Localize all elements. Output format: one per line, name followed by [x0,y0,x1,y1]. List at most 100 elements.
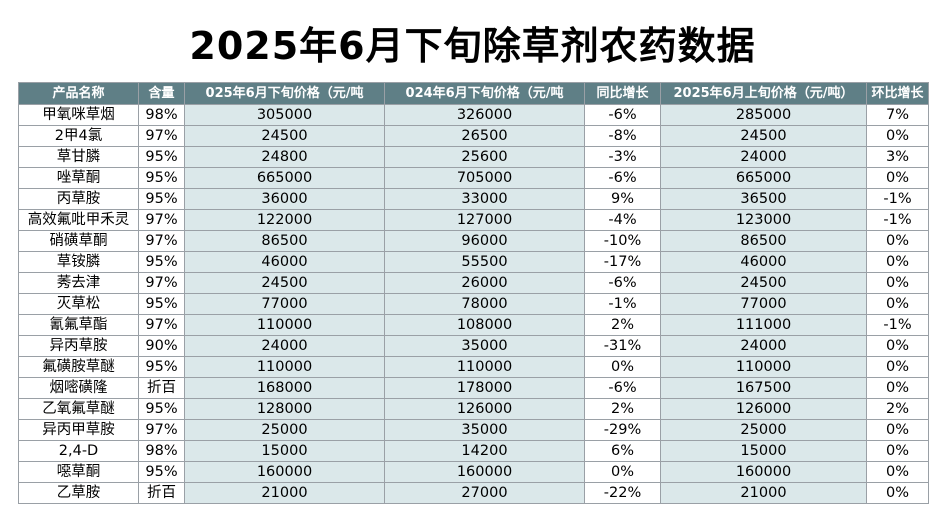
product-name-cell: 灭草松 [18,293,139,315]
price-2025-early-cell: 24000 [660,146,867,168]
header-yoy-growth: 同比增长 [584,82,661,105]
price-2025-early-cell: 167500 [660,377,867,399]
price-2025-late-cell: 25000 [184,419,385,441]
mom-cell: -1% [866,314,929,336]
mom-cell: 0% [866,440,929,462]
table-row: 异丙草胺 90% 24000 35000 -31% 24000 0% [18,335,929,357]
price-2025-early-cell: 24000 [660,335,867,357]
price-2025-late-cell: 24500 [184,125,385,147]
price-2025-late-cell: 122000 [184,209,385,231]
product-name-cell: 甲氧咪草烟 [18,104,139,126]
price-2024-late-cell: 160000 [384,461,585,483]
price-2024-late-cell: 25600 [384,146,585,168]
table-row: 莠去津 97% 24500 26000 -6% 24500 0% [18,272,929,294]
page-title: 2025年6月下旬除草剂农药数据 [189,24,756,68]
price-2024-late-cell: 178000 [384,377,585,399]
mom-cell: 0% [866,167,929,189]
table-row: 灭草松 95% 77000 78000 -1% 77000 0% [18,293,929,315]
table-row: 噁草酮 95% 160000 160000 0% 160000 0% [18,461,929,483]
price-2025-late-cell: 24800 [184,146,385,168]
content-cell: 95% [138,461,185,483]
content-cell: 95% [138,188,185,210]
price-2025-late-cell: 110000 [184,356,385,378]
table-row: 氰氟草酯 97% 110000 108000 2% 111000 -1% [18,314,929,336]
content-cell: 97% [138,209,185,231]
yoy-cell: 0% [584,356,661,378]
product-name-cell: 氟磺胺草醚 [18,356,139,378]
mom-cell: 0% [866,272,929,294]
yoy-cell: 2% [584,398,661,420]
product-name-cell: 硝磺草酮 [18,230,139,252]
yoy-cell: -8% [584,125,661,147]
price-2024-late-cell: 108000 [384,314,585,336]
price-2025-late-cell: 168000 [184,377,385,399]
price-2025-early-cell: 111000 [660,314,867,336]
content-cell: 折百 [138,482,185,504]
content-cell: 95% [138,293,185,315]
price-2025-early-cell: 36500 [660,188,867,210]
product-name-cell: 2甲4氯 [18,125,139,147]
table-row: 乙草胺 折百 21000 27000 -22% 21000 0% [18,482,929,504]
mom-cell: 2% [866,398,929,420]
product-name-cell: 异丙甲草胺 [18,419,139,441]
price-2025-late-cell: 36000 [184,188,385,210]
yoy-cell: -10% [584,230,661,252]
price-2025-late-cell: 305000 [184,104,385,126]
price-2025-early-cell: 160000 [660,461,867,483]
price-2025-late-cell: 15000 [184,440,385,462]
table-row: 甲氧咪草烟 98% 305000 326000 -6% 285000 7% [18,104,929,126]
price-2025-late-cell: 128000 [184,398,385,420]
mom-cell: -1% [866,209,929,231]
product-name-cell: 乙草胺 [18,482,139,504]
price-2025-late-cell: 21000 [184,482,385,504]
yoy-cell: -6% [584,377,661,399]
product-name-cell: 乙氧氟草醚 [18,398,139,420]
price-2025-early-cell: 21000 [660,482,867,504]
yoy-cell: -6% [584,272,661,294]
product-name-cell: 高效氟吡甲禾灵 [18,209,139,231]
yoy-cell: -29% [584,419,661,441]
price-2025-early-cell: 665000 [660,167,867,189]
table-row: 草铵膦 95% 46000 55500 -17% 46000 0% [18,251,929,273]
yoy-cell: -17% [584,251,661,273]
content-cell: 95% [138,398,185,420]
price-2025-late-cell: 24000 [184,335,385,357]
price-2025-late-cell: 24500 [184,272,385,294]
content-cell: 97% [138,125,185,147]
product-name-cell: 草铵膦 [18,251,139,273]
price-2024-late-cell: 110000 [384,356,585,378]
product-name-cell: 丙草胺 [18,188,139,210]
price-2024-late-cell: 35000 [384,419,585,441]
mom-cell: 0% [866,377,929,399]
mom-cell: 0% [866,356,929,378]
price-2025-late-cell: 665000 [184,167,385,189]
content-cell: 折百 [138,377,185,399]
yoy-cell: -4% [584,209,661,231]
table-row: 丙草胺 95% 36000 33000 9% 36500 -1% [18,188,929,210]
price-2025-late-cell: 77000 [184,293,385,315]
table-row: 唑草酮 95% 665000 705000 -6% 665000 0% [18,167,929,189]
yoy-cell: -3% [584,146,661,168]
price-2025-late-cell: 110000 [184,314,385,336]
price-2024-late-cell: 26500 [384,125,585,147]
price-2025-early-cell: 46000 [660,251,867,273]
content-cell: 95% [138,251,185,273]
price-2025-early-cell: 126000 [660,398,867,420]
table-row: 2甲4氯 97% 24500 26500 -8% 24500 0% [18,125,929,147]
content-cell: 90% [138,335,185,357]
price-2024-late-cell: 78000 [384,293,585,315]
mom-cell: 3% [866,146,929,168]
content-cell: 97% [138,272,185,294]
product-name-cell: 唑草酮 [18,167,139,189]
price-2024-late-cell: 35000 [384,335,585,357]
yoy-cell: -31% [584,335,661,357]
content-cell: 95% [138,356,185,378]
product-name-cell: 烟嘧磺隆 [18,377,139,399]
table-row: 乙氧氟草醚 95% 128000 126000 2% 126000 2% [18,398,929,420]
mom-cell: 0% [866,293,929,315]
mom-cell: 0% [866,125,929,147]
price-2024-late-cell: 14200 [384,440,585,462]
table-row: 异丙甲草胺 97% 25000 35000 -29% 25000 0% [18,419,929,441]
product-name-cell: 莠去津 [18,272,139,294]
price-2025-early-cell: 24500 [660,125,867,147]
